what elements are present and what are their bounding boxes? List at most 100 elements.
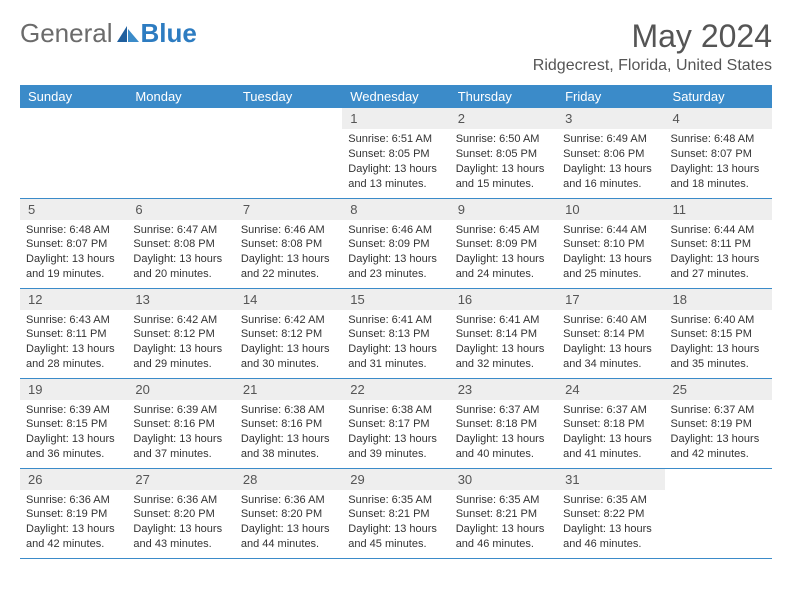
calendar-week: 1Sunrise: 6:51 AMSunset: 8:05 PMDaylight… — [20, 108, 772, 198]
day-data: Sunrise: 6:37 AMSunset: 8:18 PMDaylight:… — [557, 400, 664, 465]
day-header: Thursday — [450, 85, 557, 108]
day-number: 21 — [235, 379, 342, 400]
day-number: 29 — [342, 469, 449, 490]
header: General Blue May 2024 Ridgecrest, Florid… — [20, 18, 772, 81]
day-number: 25 — [665, 379, 772, 400]
calendar-cell: 23Sunrise: 6:37 AMSunset: 8:18 PMDayligh… — [450, 378, 557, 468]
day-number: 10 — [557, 199, 664, 220]
day-data: Sunrise: 6:35 AMSunset: 8:22 PMDaylight:… — [557, 490, 664, 555]
day-number: 31 — [557, 469, 664, 490]
day-data: Sunrise: 6:36 AMSunset: 8:20 PMDaylight:… — [235, 490, 342, 555]
location: Ridgecrest, Florida, United States — [533, 57, 772, 75]
day-number: 19 — [20, 379, 127, 400]
calendar-cell: 16Sunrise: 6:41 AMSunset: 8:14 PMDayligh… — [450, 288, 557, 378]
day-data: Sunrise: 6:44 AMSunset: 8:10 PMDaylight:… — [557, 220, 664, 285]
calendar-cell: 2Sunrise: 6:50 AMSunset: 8:05 PMDaylight… — [450, 108, 557, 198]
calendar-cell: 15Sunrise: 6:41 AMSunset: 8:13 PMDayligh… — [342, 288, 449, 378]
day-header: Tuesday — [235, 85, 342, 108]
day-number: 13 — [127, 289, 234, 310]
day-data: Sunrise: 6:46 AMSunset: 8:08 PMDaylight:… — [235, 220, 342, 285]
logo: General Blue — [20, 18, 197, 49]
day-data: Sunrise: 6:51 AMSunset: 8:05 PMDaylight:… — [342, 129, 449, 194]
day-data: Sunrise: 6:41 AMSunset: 8:13 PMDaylight:… — [342, 310, 449, 375]
calendar-cell: 29Sunrise: 6:35 AMSunset: 8:21 PMDayligh… — [342, 468, 449, 558]
day-data: Sunrise: 6:39 AMSunset: 8:15 PMDaylight:… — [20, 400, 127, 465]
day-number: 4 — [665, 108, 772, 129]
calendar-cell: 24Sunrise: 6:37 AMSunset: 8:18 PMDayligh… — [557, 378, 664, 468]
calendar-cell — [235, 108, 342, 198]
day-number: 7 — [235, 199, 342, 220]
calendar-body: 1Sunrise: 6:51 AMSunset: 8:05 PMDaylight… — [20, 108, 772, 558]
day-data: Sunrise: 6:43 AMSunset: 8:11 PMDaylight:… — [20, 310, 127, 375]
logo-sail-icon — [117, 26, 139, 42]
calendar-cell: 12Sunrise: 6:43 AMSunset: 8:11 PMDayligh… — [20, 288, 127, 378]
logo-text-blue: Blue — [141, 18, 197, 49]
calendar-cell: 6Sunrise: 6:47 AMSunset: 8:08 PMDaylight… — [127, 198, 234, 288]
calendar-week: 5Sunrise: 6:48 AMSunset: 8:07 PMDaylight… — [20, 198, 772, 288]
calendar-cell: 1Sunrise: 6:51 AMSunset: 8:05 PMDaylight… — [342, 108, 449, 198]
day-data: Sunrise: 6:35 AMSunset: 8:21 PMDaylight:… — [342, 490, 449, 555]
calendar-cell: 28Sunrise: 6:36 AMSunset: 8:20 PMDayligh… — [235, 468, 342, 558]
calendar-cell: 21Sunrise: 6:38 AMSunset: 8:16 PMDayligh… — [235, 378, 342, 468]
day-data: Sunrise: 6:37 AMSunset: 8:18 PMDaylight:… — [450, 400, 557, 465]
calendar-cell: 19Sunrise: 6:39 AMSunset: 8:15 PMDayligh… — [20, 378, 127, 468]
calendar-cell: 17Sunrise: 6:40 AMSunset: 8:14 PMDayligh… — [557, 288, 664, 378]
title-block: May 2024 Ridgecrest, Florida, United Sta… — [533, 18, 772, 81]
calendar-cell: 31Sunrise: 6:35 AMSunset: 8:22 PMDayligh… — [557, 468, 664, 558]
day-number: 18 — [665, 289, 772, 310]
day-number: 16 — [450, 289, 557, 310]
day-data: Sunrise: 6:36 AMSunset: 8:20 PMDaylight:… — [127, 490, 234, 555]
day-header: Wednesday — [342, 85, 449, 108]
day-number: 14 — [235, 289, 342, 310]
day-number: 3 — [557, 108, 664, 129]
calendar-cell: 10Sunrise: 6:44 AMSunset: 8:10 PMDayligh… — [557, 198, 664, 288]
day-number: 30 — [450, 469, 557, 490]
day-header: Sunday — [20, 85, 127, 108]
calendar-cell: 27Sunrise: 6:36 AMSunset: 8:20 PMDayligh… — [127, 468, 234, 558]
day-data: Sunrise: 6:50 AMSunset: 8:05 PMDaylight:… — [450, 129, 557, 194]
day-number: 8 — [342, 199, 449, 220]
day-data: Sunrise: 6:40 AMSunset: 8:15 PMDaylight:… — [665, 310, 772, 375]
calendar-cell: 3Sunrise: 6:49 AMSunset: 8:06 PMDaylight… — [557, 108, 664, 198]
day-number: 9 — [450, 199, 557, 220]
day-number: 27 — [127, 469, 234, 490]
day-number: 15 — [342, 289, 449, 310]
day-data: Sunrise: 6:49 AMSunset: 8:06 PMDaylight:… — [557, 129, 664, 194]
day-data: Sunrise: 6:46 AMSunset: 8:09 PMDaylight:… — [342, 220, 449, 285]
logo-text-general: General — [20, 18, 113, 49]
day-number: 1 — [342, 108, 449, 129]
day-number: 26 — [20, 469, 127, 490]
day-header: Saturday — [665, 85, 772, 108]
calendar-cell: 25Sunrise: 6:37 AMSunset: 8:19 PMDayligh… — [665, 378, 772, 468]
day-number: 17 — [557, 289, 664, 310]
day-number: 24 — [557, 379, 664, 400]
day-number: 2 — [450, 108, 557, 129]
day-data: Sunrise: 6:45 AMSunset: 8:09 PMDaylight:… — [450, 220, 557, 285]
day-data: Sunrise: 6:48 AMSunset: 8:07 PMDaylight:… — [20, 220, 127, 285]
calendar-cell: 4Sunrise: 6:48 AMSunset: 8:07 PMDaylight… — [665, 108, 772, 198]
calendar-week: 19Sunrise: 6:39 AMSunset: 8:15 PMDayligh… — [20, 378, 772, 468]
calendar-cell: 26Sunrise: 6:36 AMSunset: 8:19 PMDayligh… — [20, 468, 127, 558]
day-data: Sunrise: 6:47 AMSunset: 8:08 PMDaylight:… — [127, 220, 234, 285]
day-data: Sunrise: 6:38 AMSunset: 8:16 PMDaylight:… — [235, 400, 342, 465]
day-data: Sunrise: 6:37 AMSunset: 8:19 PMDaylight:… — [665, 400, 772, 465]
calendar-week: 12Sunrise: 6:43 AMSunset: 8:11 PMDayligh… — [20, 288, 772, 378]
calendar-cell: 7Sunrise: 6:46 AMSunset: 8:08 PMDaylight… — [235, 198, 342, 288]
day-number: 20 — [127, 379, 234, 400]
day-number: 12 — [20, 289, 127, 310]
calendar-cell: 13Sunrise: 6:42 AMSunset: 8:12 PMDayligh… — [127, 288, 234, 378]
calendar-cell: 8Sunrise: 6:46 AMSunset: 8:09 PMDaylight… — [342, 198, 449, 288]
day-number: 22 — [342, 379, 449, 400]
calendar-cell: 20Sunrise: 6:39 AMSunset: 8:16 PMDayligh… — [127, 378, 234, 468]
day-data: Sunrise: 6:35 AMSunset: 8:21 PMDaylight:… — [450, 490, 557, 555]
calendar-cell: 11Sunrise: 6:44 AMSunset: 8:11 PMDayligh… — [665, 198, 772, 288]
day-header: Monday — [127, 85, 234, 108]
day-number: 11 — [665, 199, 772, 220]
calendar-cell: 30Sunrise: 6:35 AMSunset: 8:21 PMDayligh… — [450, 468, 557, 558]
month-title: May 2024 — [533, 18, 772, 55]
calendar-cell — [20, 108, 127, 198]
day-data: Sunrise: 6:39 AMSunset: 8:16 PMDaylight:… — [127, 400, 234, 465]
calendar-cell — [665, 468, 772, 558]
day-number: 28 — [235, 469, 342, 490]
day-data: Sunrise: 6:40 AMSunset: 8:14 PMDaylight:… — [557, 310, 664, 375]
